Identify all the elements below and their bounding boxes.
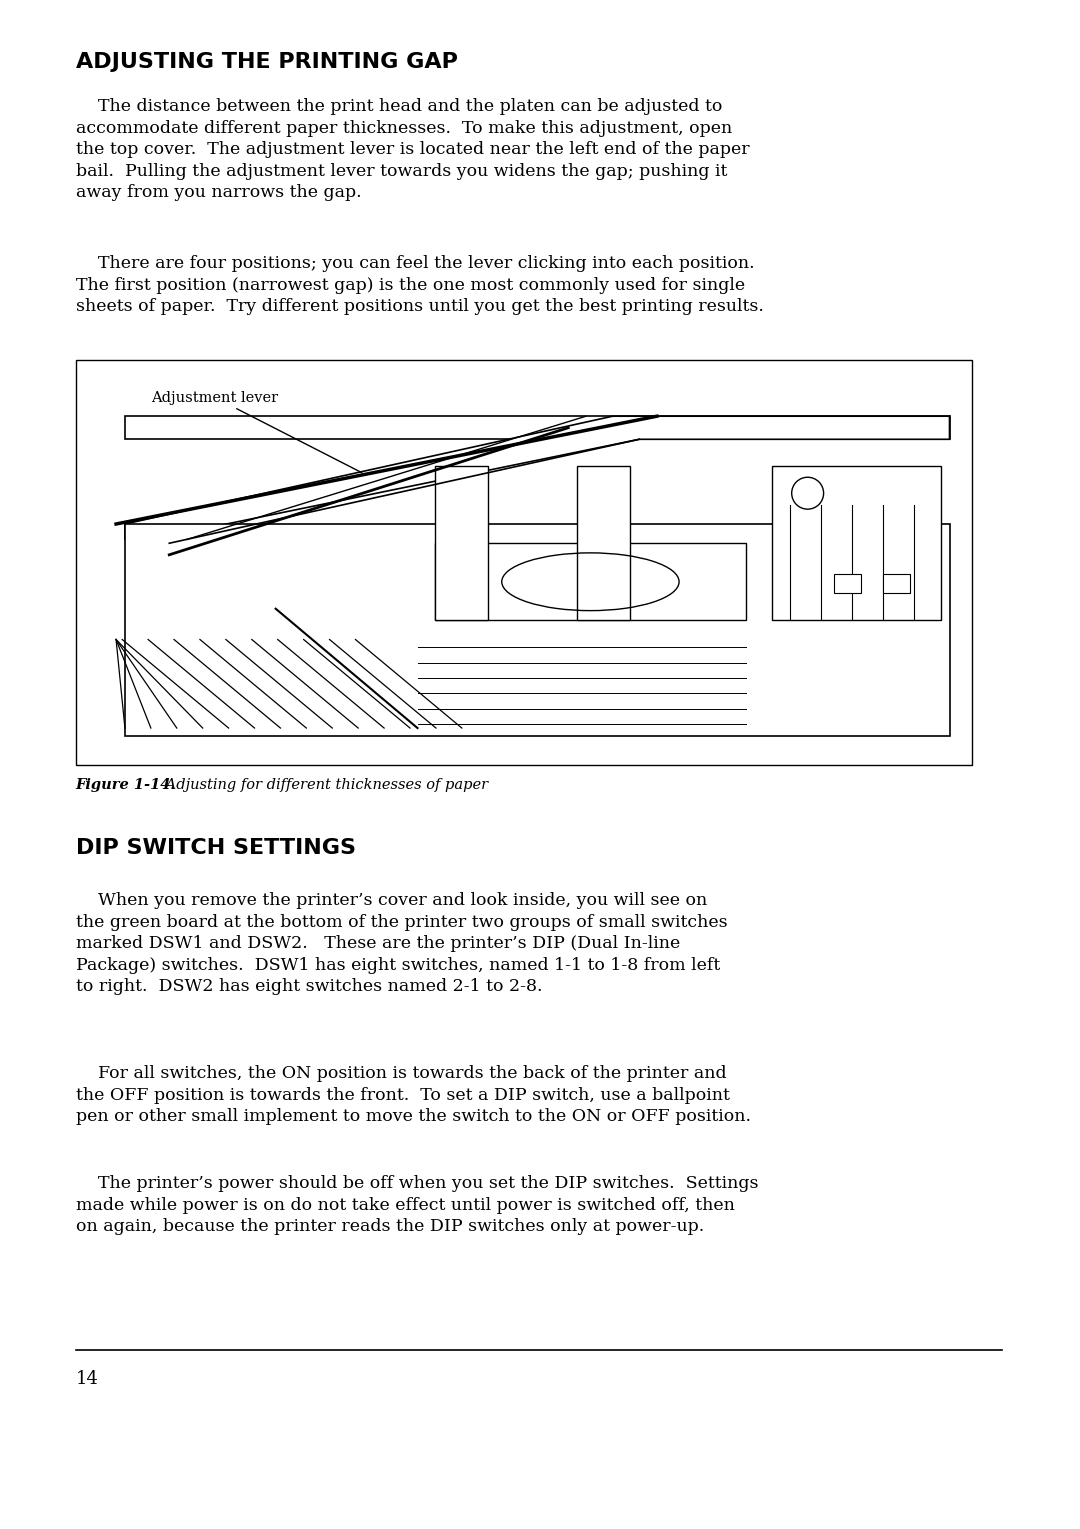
Polygon shape [125, 416, 949, 540]
Text: Adjusting for different thicknesses of paper: Adjusting for different thicknesses of p… [161, 778, 488, 792]
Polygon shape [577, 466, 631, 621]
Bar [834, 573, 861, 593]
Text: DIP SWITCH SETTINGS: DIP SWITCH SETTINGS [76, 838, 355, 858]
Circle shape [792, 477, 824, 509]
Polygon shape [125, 524, 949, 735]
Text: ADJUSTING THE PRINTING GAP: ADJUSTING THE PRINTING GAP [76, 52, 458, 72]
Polygon shape [435, 543, 745, 621]
Polygon shape [435, 466, 488, 621]
Text: The printer’s power should be off when you set the DIP switches.  Settings
made : The printer’s power should be off when y… [76, 1174, 758, 1235]
Text: 14: 14 [76, 1370, 98, 1388]
Text: Figure 1-14.: Figure 1-14. [76, 778, 176, 792]
Polygon shape [125, 416, 949, 439]
Text: Adjustment lever: Adjustment lever [151, 390, 362, 472]
Text: For all switches, the ON position is towards the back of the printer and
the OFF: For all switches, the ON position is tow… [76, 1066, 751, 1125]
Bar [76, 359, 972, 764]
Text: The distance between the print head and the platen can be adjusted to
accommodat: The distance between the print head and … [76, 98, 750, 202]
Text: When you remove the printer’s cover and look inside, you will see on
the green b: When you remove the printer’s cover and … [76, 891, 727, 995]
Polygon shape [772, 466, 941, 621]
Text: There are four positions; you can feel the lever clicking into each position.
Th: There are four positions; you can feel t… [76, 255, 764, 315]
Bar [883, 573, 909, 593]
